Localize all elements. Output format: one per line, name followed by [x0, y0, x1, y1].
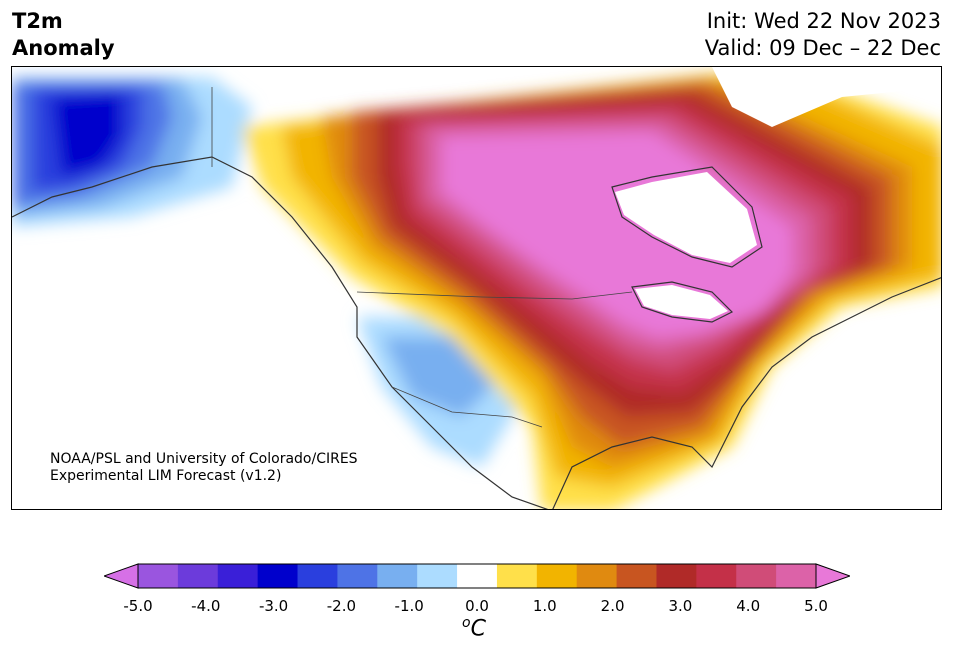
- borders: [211, 87, 633, 428]
- valid-range: Valid: 09 Dec – 22 Dec: [704, 36, 941, 60]
- colorbar-tick-label: 1.0: [532, 597, 557, 615]
- cool-sw-2: [382, 337, 492, 417]
- colorbar-tick-label: 5.0: [804, 597, 828, 615]
- colorbar-swatch: [776, 564, 817, 588]
- init-date: Init: Wed 22 Nov 2023: [706, 9, 941, 33]
- colorbar-ticks: -5.0 -4.0 -3.0 -2.0 -1.0 0.0 1.0 2.0 3.0 4.0 5.0: [0, 597, 953, 617]
- title-line-2: Anomaly: [12, 36, 115, 60]
- coastlines: [12, 156, 941, 509]
- colorbar-swatch: [177, 564, 219, 588]
- atlantic-gulf-coast: [552, 277, 941, 509]
- us-mexico-border: [391, 386, 543, 428]
- colorbar-tick-label: 3.0: [668, 597, 693, 615]
- map-header: Init: Wed 22 Nov 2023 Valid: 09 Dec – 22…: [705, 8, 941, 62]
- colorbar-swatch: [417, 564, 458, 588]
- colorbar-swatch: [656, 564, 697, 588]
- unit-superscript: o: [462, 615, 471, 631]
- colorbar-tick-label: -4.0: [191, 597, 221, 615]
- colorbar-swatch: [217, 564, 259, 588]
- lakes-water: [635, 285, 728, 319]
- colorbar-min-extension: [102, 563, 139, 589]
- colorbar-swatch: [736, 564, 777, 588]
- colorbar-tick-label: -2.0: [326, 597, 357, 615]
- colorbar-swatch: [576, 564, 618, 588]
- colorbar-tick-label: 4.0: [736, 597, 761, 615]
- greenland-area: [712, 67, 941, 127]
- map-credit: NOAA/PSL and University of Colorado/CIRE…: [50, 451, 358, 485]
- anomaly-field: [12, 67, 941, 509]
- colorbar-swatch: [616, 564, 657, 588]
- colorbar-swatch: [377, 564, 418, 588]
- cold-band-5: [52, 92, 122, 177]
- colorbar-swatch: [457, 564, 498, 588]
- colorbar-swatch: [138, 564, 179, 588]
- pacific-coast: [12, 156, 549, 509]
- colorbar-svg: [102, 563, 852, 589]
- colorbar: [102, 563, 852, 589]
- colorbar-swatch: [536, 564, 578, 588]
- map-svg: [12, 67, 941, 509]
- colorbar-max-extension: [815, 563, 852, 589]
- great-lakes: [631, 281, 734, 323]
- colorbar-swatch: [297, 564, 338, 588]
- credit-line-1: NOAA/PSL and University of Colorado/CIRE…: [50, 451, 358, 467]
- map-title: T2m Anomaly: [12, 8, 115, 62]
- colorbar-tick-label: -3.0: [258, 597, 289, 615]
- anomaly-map: NOAA/PSL and University of Colorado/CIRE…: [11, 66, 942, 510]
- unit-letter: C: [470, 616, 486, 642]
- us-canada-border: [356, 291, 633, 300]
- hudson-bay: [611, 166, 763, 268]
- colorbar-tick-label: 2.0: [600, 597, 625, 615]
- colorbar-swatch: [257, 564, 299, 588]
- hudson-bay-water: [615, 172, 757, 263]
- title-line-1: T2m: [12, 9, 63, 33]
- colorbar-swatch: [696, 564, 737, 588]
- colorbar-outline: [137, 563, 817, 589]
- colorbar-swatch: [337, 564, 378, 588]
- colorbar-tick-label: 0.0: [465, 597, 489, 615]
- credit-line-2: Experimental LIM Forecast (v1.2): [50, 468, 282, 484]
- colorbar-unit: oC: [462, 615, 486, 641]
- colorbar-tick-label: -1.0: [394, 597, 424, 615]
- colorbar-tick-label: -5.0: [123, 597, 153, 615]
- colorbar-swatch: [496, 564, 538, 588]
